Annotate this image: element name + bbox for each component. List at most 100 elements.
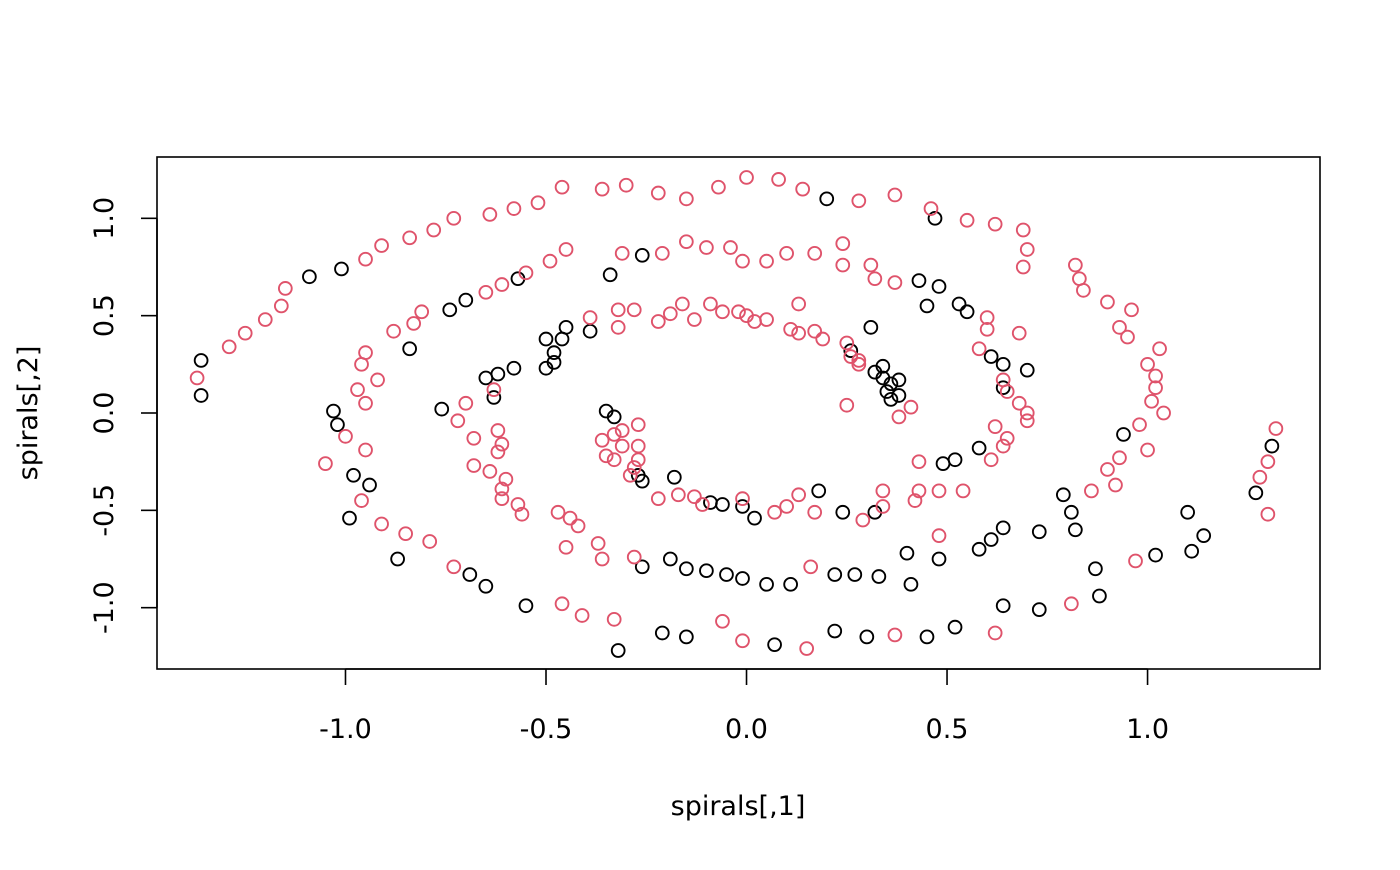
data-point-red: [807, 504, 823, 520]
data-point-black: [735, 571, 750, 586]
data-point-red: [675, 296, 690, 312]
data-point-black: [634, 473, 650, 489]
data-point-black: [582, 323, 598, 339]
data-point-red: [835, 236, 851, 251]
data-point-red: [398, 526, 413, 542]
data-point-red: [1064, 596, 1079, 612]
data-point-black: [402, 341, 418, 357]
y-tick-label: 0.0: [89, 392, 120, 435]
y-tick-label: -1.0: [89, 581, 120, 634]
data-point-red: [987, 216, 1003, 232]
data-point-black: [983, 532, 999, 547]
data-point-red: [626, 302, 642, 318]
data-point-black: [1092, 588, 1107, 604]
data-point-red: [887, 187, 903, 203]
data-point-red: [1076, 283, 1091, 298]
data-point-black: [434, 401, 450, 417]
data-point-red: [530, 195, 546, 211]
data-point-red: [1144, 393, 1159, 409]
data-point-red: [891, 409, 907, 425]
data-point-red: [1148, 380, 1163, 396]
data-point-red: [554, 179, 570, 195]
x-tick-label: -1.0: [319, 714, 372, 745]
data-point-red: [618, 177, 634, 193]
y-tick-label: -0.5: [89, 484, 120, 537]
data-point-red: [606, 427, 622, 442]
data-point-red: [735, 633, 750, 649]
data-point-red: [510, 497, 526, 512]
data-point-red: [783, 321, 798, 337]
data-point-black: [342, 510, 357, 526]
x-axis-label: spirals[,1]: [671, 791, 806, 822]
data-point-black: [490, 366, 506, 382]
data-point-red: [971, 341, 987, 357]
data-point-red: [446, 210, 462, 226]
data-point-black: [859, 629, 875, 645]
data-point-black: [330, 417, 345, 433]
x-tick-label: 0.5: [926, 714, 969, 745]
data-point-black: [1019, 362, 1035, 378]
data-point-black: [783, 576, 798, 592]
data-point-red: [622, 467, 638, 483]
data-point-red: [1112, 450, 1127, 466]
data-point-black: [486, 390, 502, 405]
data-point-black: [666, 469, 682, 485]
data-point-red: [687, 312, 702, 327]
data-point-red: [458, 395, 474, 411]
data-point-black: [546, 345, 562, 361]
data-point-black: [1148, 547, 1163, 563]
data-point-red: [1084, 483, 1099, 499]
data-point-red: [759, 253, 774, 269]
data-point-red: [446, 559, 462, 575]
data-point-red: [999, 384, 1015, 399]
data-point-black: [1184, 543, 1200, 559]
data-point-red: [875, 483, 891, 499]
data-point-black: [875, 358, 891, 374]
data-point-black: [927, 210, 943, 226]
data-point-black: [719, 567, 734, 582]
data-point-red: [386, 323, 401, 339]
data-point-black: [462, 567, 478, 582]
data-point-black: [747, 510, 762, 526]
data-point-red: [630, 452, 646, 468]
data-point-red: [1268, 421, 1284, 436]
data-point-black: [903, 576, 919, 592]
data-point-red: [494, 277, 510, 292]
data-point-red: [626, 549, 642, 565]
data-point-red: [554, 596, 570, 612]
data-point-black: [699, 563, 714, 579]
data-point-red: [1019, 413, 1035, 429]
data-point-red: [614, 423, 630, 438]
data-point-black: [390, 551, 405, 567]
x-axis: -1.0 -0.5 0.0 0.5 1.0: [319, 668, 1169, 745]
data-point-red: [662, 306, 678, 322]
data-point-red: [807, 246, 823, 261]
data-point-black: [1055, 487, 1071, 503]
data-point-red: [759, 312, 774, 327]
data-point-red: [887, 275, 903, 290]
data-point-black: [538, 331, 554, 347]
data-point-red: [1128, 553, 1143, 569]
data-point-red: [851, 193, 867, 209]
data-point-red: [1108, 477, 1123, 493]
data-point-red: [402, 230, 418, 246]
data-point-red: [907, 493, 923, 508]
data-point-red: [735, 253, 750, 269]
data-point-black: [995, 520, 1011, 536]
data-point-red: [699, 240, 714, 255]
data-point-red: [795, 181, 811, 197]
data-point-red: [987, 419, 1003, 434]
data-point-red: [550, 504, 566, 520]
y-tick-label: 0.5: [89, 294, 120, 337]
data-point-red: [723, 240, 738, 255]
data-point-red: [979, 321, 995, 337]
data-point-red: [1015, 222, 1031, 238]
data-point-red: [1152, 341, 1167, 357]
data-point-black: [863, 319, 879, 335]
data-point-black: [1031, 602, 1047, 617]
data-point-red: [1140, 442, 1155, 458]
data-point-red: [614, 246, 630, 261]
data-point-black: [302, 269, 317, 285]
data-point-red: [851, 356, 867, 372]
data-point-black: [919, 298, 935, 314]
